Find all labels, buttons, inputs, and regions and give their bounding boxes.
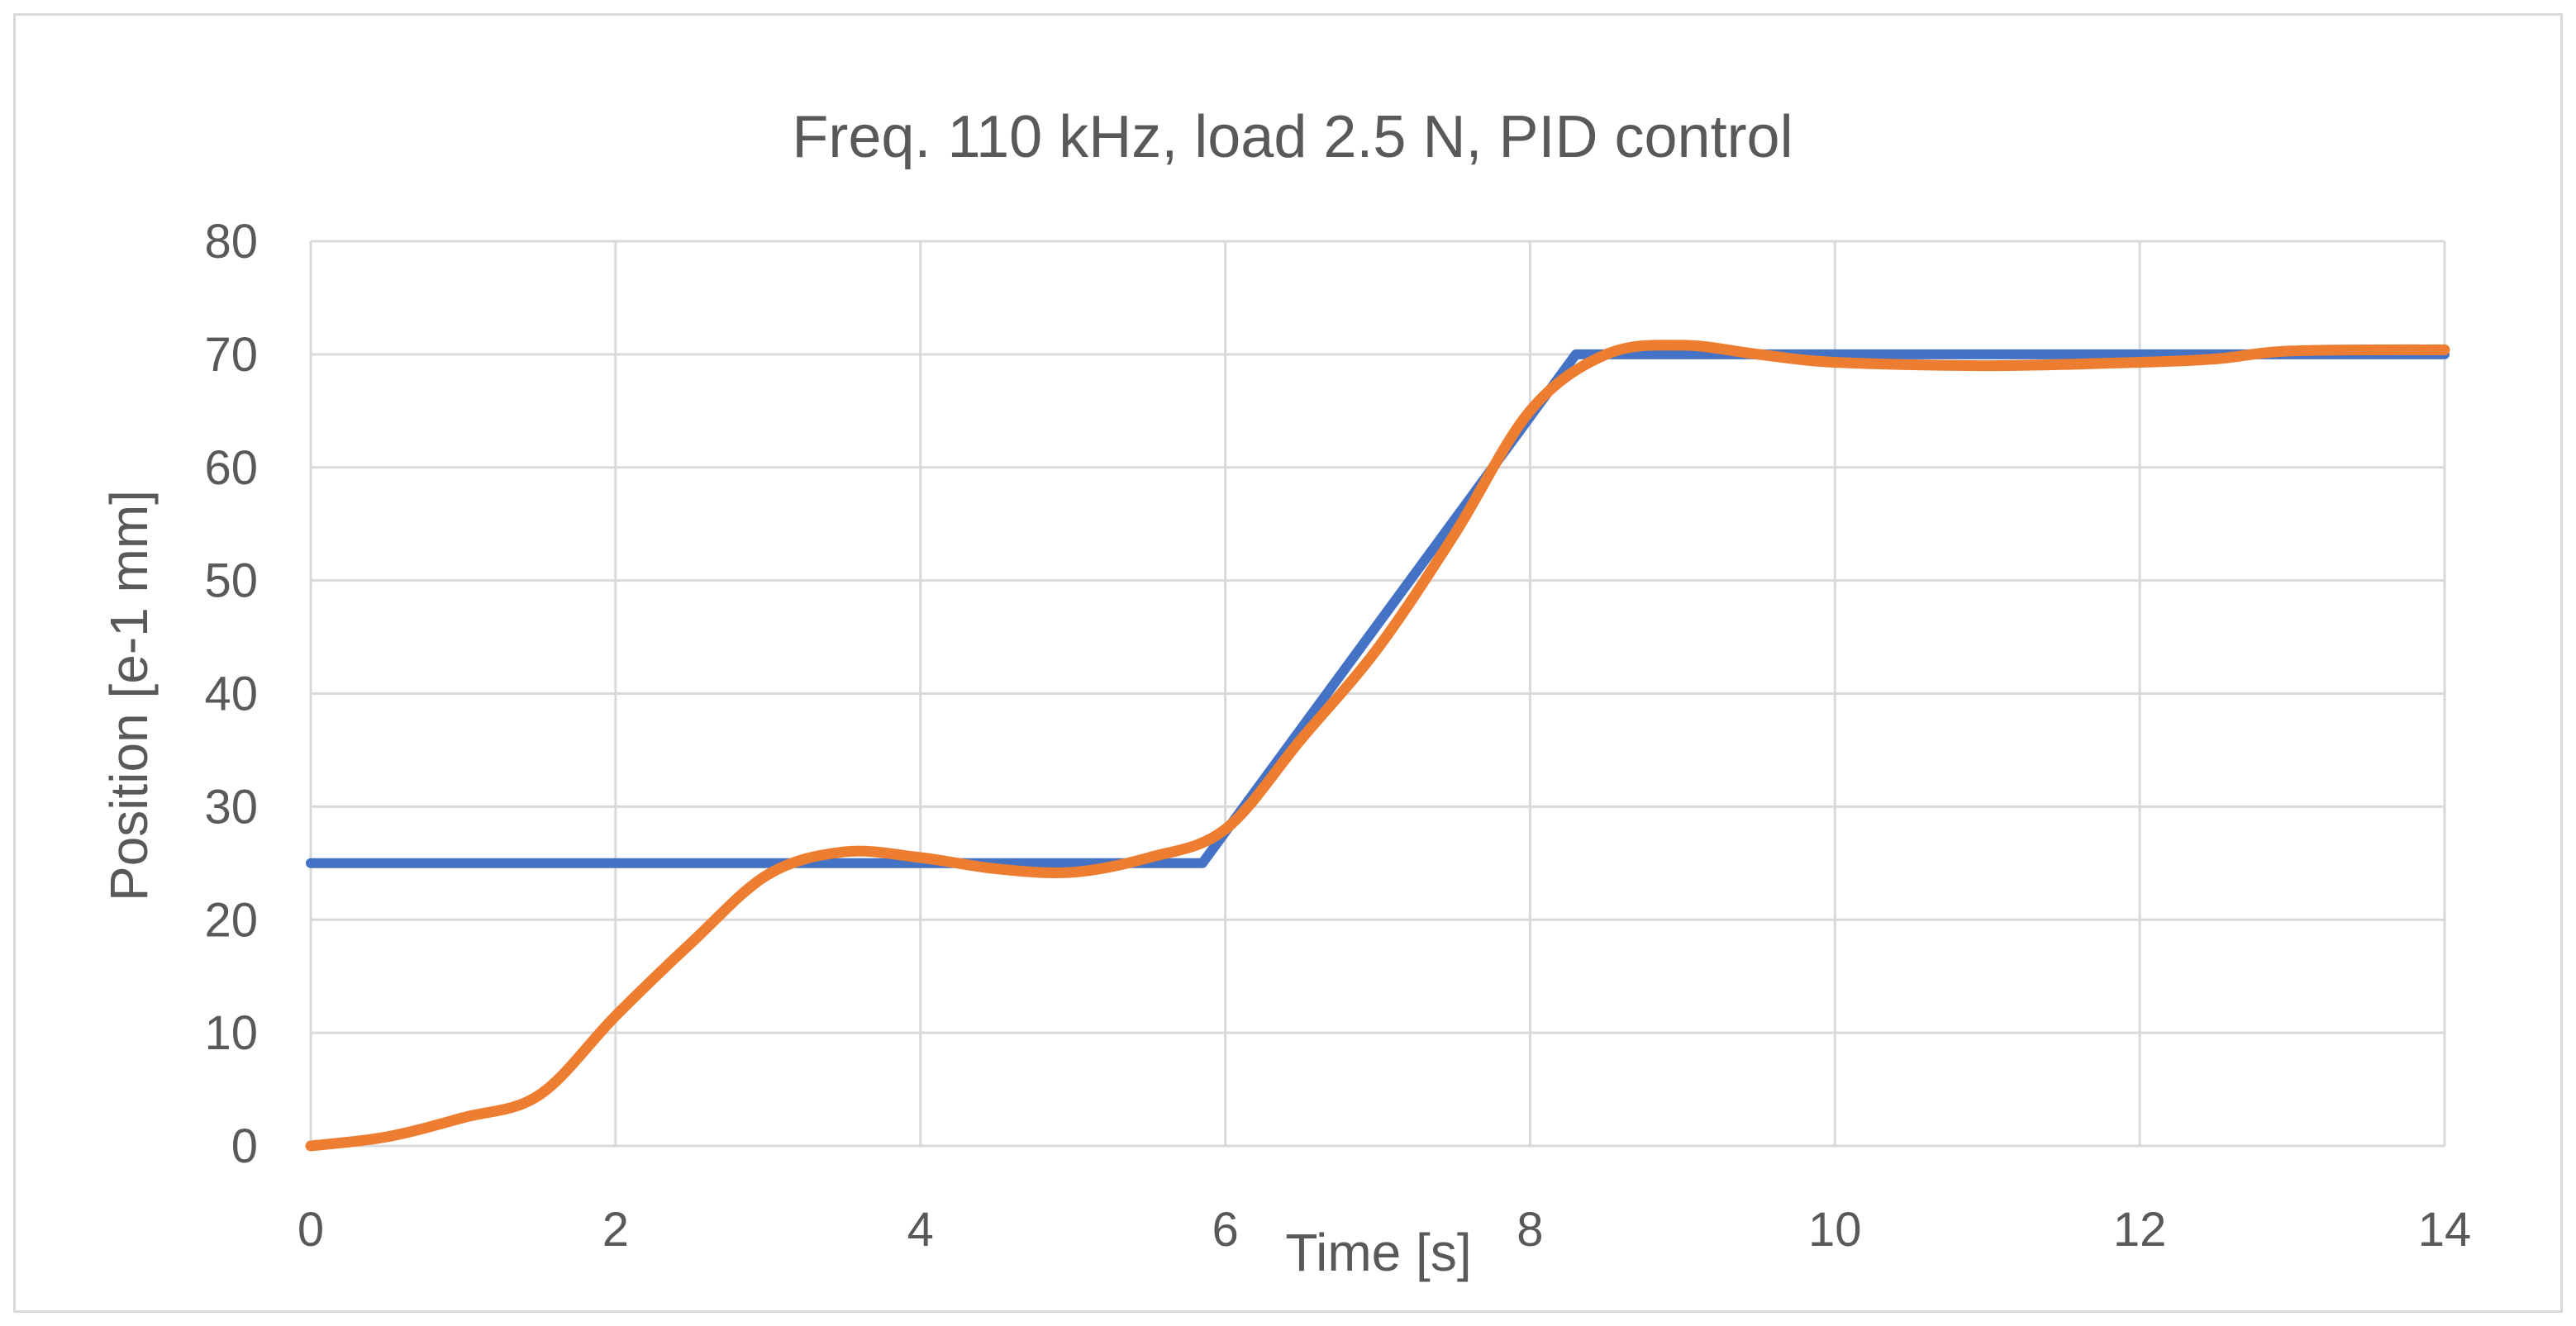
series-line-1 <box>306 349 2450 868</box>
x-tick-label: 12 <box>2113 1203 2167 1257</box>
chart-title: Freq. 110 kHz, load 2.5 N, PID control <box>792 104 1793 170</box>
y-tick-label: 80 <box>204 215 258 269</box>
grid <box>309 240 2446 1148</box>
y-tick-label: 20 <box>204 893 258 947</box>
x-tick-label: 10 <box>1808 1203 1862 1257</box>
y-tick-label: 60 <box>204 441 258 495</box>
y-tick-label: 40 <box>204 668 258 721</box>
y-tick-label: 10 <box>204 1006 258 1060</box>
series-line-2 <box>305 340 2450 1152</box>
x-tick-label: 14 <box>2418 1203 2472 1257</box>
y-axis-ticks: 0 10 20 30 40 50 60 70 80 <box>204 215 258 1173</box>
y-axis-label: Position [e-1 mm] <box>99 490 159 901</box>
x-tick-label: 0 <box>298 1203 324 1257</box>
x-tick-label: 2 <box>602 1203 629 1257</box>
series-group <box>305 340 2450 1152</box>
x-axis-ticks: 0 2 4 6 8 10 12 14 <box>298 1203 2471 1257</box>
y-tick-label: 0 <box>231 1119 258 1173</box>
x-tick-label: 6 <box>1212 1203 1238 1257</box>
y-tick-label: 30 <box>204 780 258 834</box>
y-tick-label: 50 <box>204 554 258 608</box>
chart-frame <box>13 13 2563 1313</box>
y-tick-label: 70 <box>204 328 258 382</box>
x-axis-label: Time [s] <box>1285 1223 1471 1282</box>
x-tick-label: 8 <box>1517 1203 1543 1257</box>
x-tick-label: 4 <box>907 1203 934 1257</box>
